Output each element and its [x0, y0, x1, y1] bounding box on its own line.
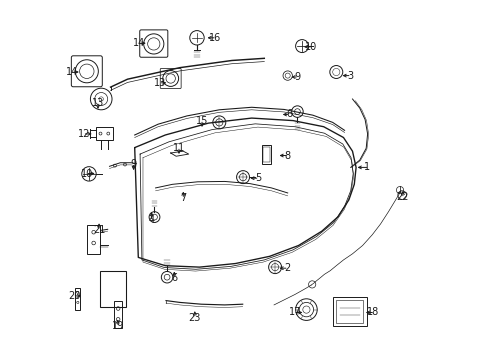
Bar — [336, 300, 363, 323]
Text: 6: 6 — [285, 109, 292, 120]
Text: 3: 3 — [346, 71, 352, 81]
Text: 2: 2 — [283, 263, 289, 273]
Text: 20: 20 — [68, 291, 81, 301]
Text: 21: 21 — [93, 225, 105, 235]
Text: 9: 9 — [294, 72, 300, 82]
Text: 13: 13 — [92, 98, 104, 108]
Bar — [101, 271, 126, 307]
Text: 17: 17 — [288, 307, 301, 318]
Text: 15: 15 — [195, 116, 208, 126]
Text: 10: 10 — [305, 42, 317, 52]
Text: 10: 10 — [81, 168, 93, 179]
Text: 16: 16 — [208, 33, 221, 43]
Text: 8: 8 — [284, 150, 289, 161]
Text: 18: 18 — [366, 307, 379, 318]
Bar — [263, 147, 269, 162]
Text: 12: 12 — [78, 129, 90, 139]
Text: 7: 7 — [180, 193, 186, 203]
Text: 5: 5 — [254, 173, 261, 183]
Text: 14: 14 — [66, 67, 79, 77]
Text: 11: 11 — [172, 143, 185, 153]
Bar — [261, 145, 270, 164]
Text: 23: 23 — [188, 312, 201, 323]
Bar — [87, 225, 101, 254]
Text: 22: 22 — [396, 192, 408, 202]
Bar — [96, 127, 113, 140]
Text: 1: 1 — [363, 162, 369, 172]
Text: 13: 13 — [153, 78, 166, 88]
Bar — [75, 288, 80, 310]
Text: 9: 9 — [130, 159, 137, 169]
Polygon shape — [170, 151, 188, 156]
Bar — [332, 297, 366, 326]
Text: 19: 19 — [111, 321, 123, 331]
Text: 14: 14 — [133, 38, 145, 48]
Text: 6: 6 — [171, 273, 177, 283]
Bar — [114, 301, 122, 328]
Text: 4: 4 — [148, 215, 154, 225]
